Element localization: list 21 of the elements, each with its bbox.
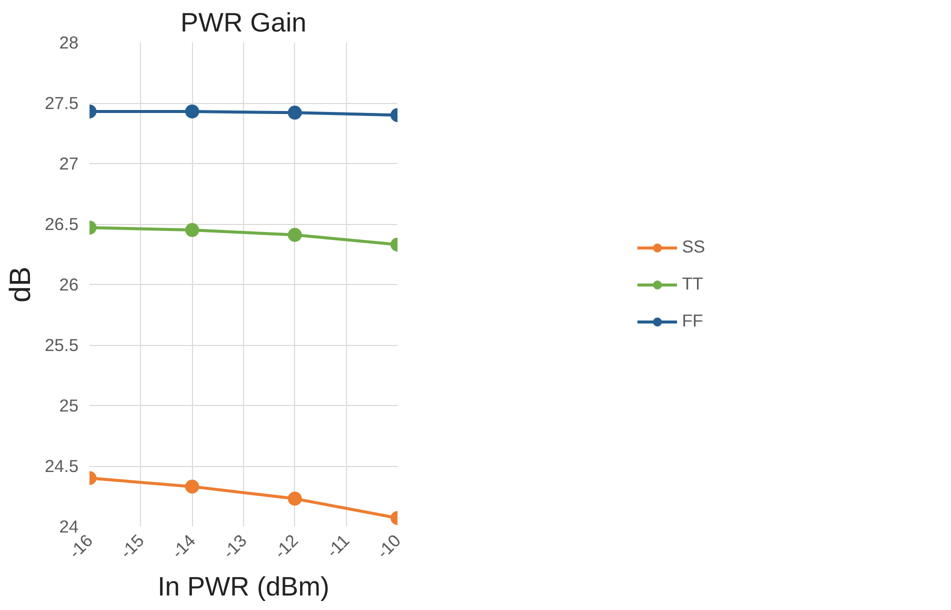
y-tick-label: 28 [59,32,79,52]
x-axis-title: In PWR (dBm) [158,572,330,602]
y-tick-label: 27.5 [44,93,79,113]
legend-label: TT [682,274,704,294]
legend-label: SS [682,236,706,258]
x-tick-label: -10 [372,530,405,562]
y-tick-label: 26 [59,274,79,294]
y-tick-label: 26.5 [44,214,79,234]
x-tick-label: -11 [322,530,354,562]
y-tick-label: 24 [59,516,79,536]
x-tick-label: -12 [270,530,302,562]
x-tick-label: -15 [116,530,148,562]
y-tick-label: 24.5 [44,456,79,476]
chart-title: PWR Gain [180,8,306,38]
x-tick-label: -14 [167,530,200,562]
y-tick-label: 25.5 [44,335,79,355]
y-tick-label: 25 [59,396,79,416]
y-axis-title: dB [4,266,37,302]
y-tick-label: 27 [59,154,79,174]
legend-label: FF [682,310,704,332]
x-tick-label: -13 [218,530,251,562]
